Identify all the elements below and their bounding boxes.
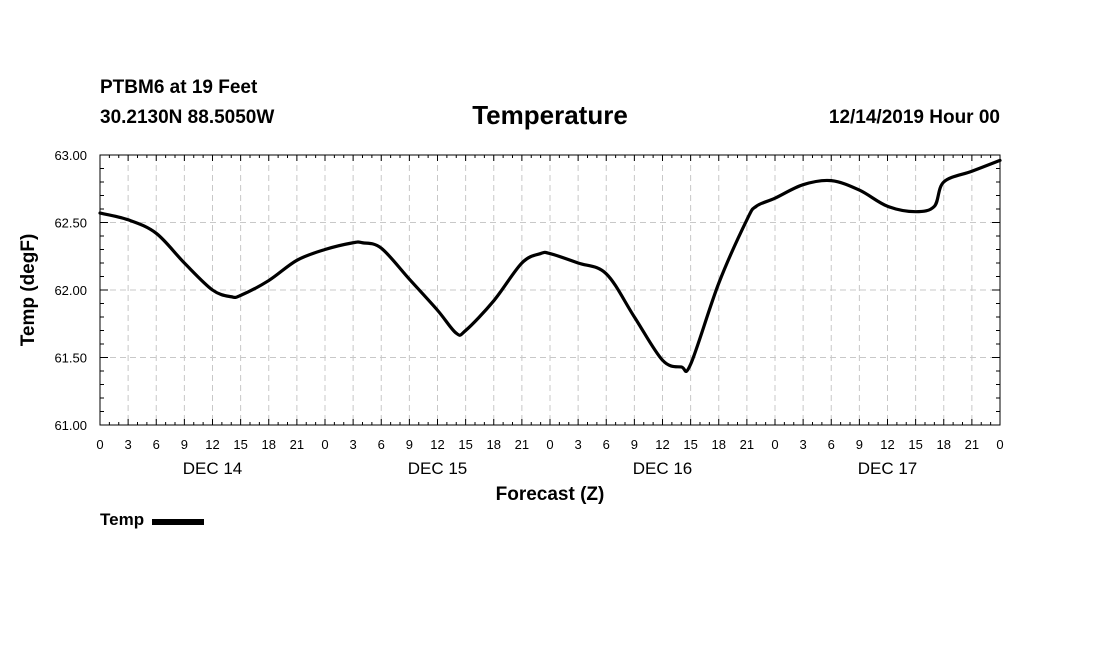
x-tick-label: 12 <box>430 437 444 452</box>
x-tick-label: 3 <box>800 437 807 452</box>
legend-label: Temp <box>100 510 145 529</box>
grid-lines <box>100 155 1000 425</box>
x-tick-label: 0 <box>996 437 1003 452</box>
x-tick-label: 9 <box>406 437 413 452</box>
day-label: DEC 16 <box>633 459 693 478</box>
x-tick-label: 21 <box>290 437 304 452</box>
x-tick-label: 3 <box>125 437 132 452</box>
y-tick-label: 61.50 <box>54 351 87 366</box>
x-tick-label: 3 <box>575 437 582 452</box>
x-tick-label: 0 <box>96 437 103 452</box>
day-labels: DEC 14 DEC 15 DEC 16 DEC 17 <box>183 459 918 478</box>
chart-title: Temperature <box>472 100 628 130</box>
x-tick-label: 0 <box>771 437 778 452</box>
y-axis-title: Temp (degF) <box>18 234 39 347</box>
day-label: DEC 15 <box>408 459 468 478</box>
coordinates-label: 30.2130N 88.5050W <box>100 107 275 128</box>
x-tick-label: 18 <box>487 437 501 452</box>
x-tick-label: 9 <box>856 437 863 452</box>
x-tick-label: 18 <box>262 437 276 452</box>
x-tick-label: 9 <box>631 437 638 452</box>
x-tick-label: 12 <box>880 437 894 452</box>
day-label: DEC 17 <box>858 459 918 478</box>
y-tick-label: 63.00 <box>54 148 87 163</box>
legend-swatch-temp <box>152 518 205 525</box>
y-tick-label: 62.50 <box>54 216 87 231</box>
x-tick-label: 6 <box>603 437 610 452</box>
series-group <box>98 158 1002 374</box>
x-tick-label: 18 <box>712 437 726 452</box>
x-tick-label: 6 <box>828 437 835 452</box>
x-tick-label: 15 <box>908 437 922 452</box>
x-tick-label: 12 <box>205 437 219 452</box>
x-axis-title: Forecast (Z) <box>496 484 605 505</box>
x-tick-label: 21 <box>515 437 529 452</box>
axis-ticks <box>99 154 1001 426</box>
x-tick-label: 15 <box>233 437 247 452</box>
x-tick-label: 0 <box>546 437 553 452</box>
x-tick-label: 21 <box>965 437 979 452</box>
legend: Temp <box>100 510 205 530</box>
y-tick-label: 61.00 <box>54 418 87 433</box>
x-tick-labels: 0 3 6 9 12 15 18 21 0 3 6 9 12 15 18 21 0 3 6 9 12 15 18 21 0 3 6 9… <box>96 437 1003 452</box>
x-tick-label: 6 <box>378 437 385 452</box>
x-tick-label: 0 <box>321 437 328 452</box>
x-tick-label: 18 <box>937 437 951 452</box>
x-tick-label: 15 <box>458 437 472 452</box>
x-tick-label: 15 <box>683 437 697 452</box>
x-tick-label: 12 <box>655 437 669 452</box>
x-tick-label: 6 <box>153 437 160 452</box>
x-tick-label: 9 <box>181 437 188 452</box>
y-tick-labels: 61.00 61.50 62.00 62.50 63.00 <box>54 148 87 433</box>
issue-time-label: 12/14/2019 Hour 00 <box>828 107 1000 128</box>
y-tick-label: 62.00 <box>54 283 87 298</box>
day-label: DEC 14 <box>183 459 243 478</box>
series-line-temp <box>98 158 1002 374</box>
x-tick-label: 3 <box>350 437 357 452</box>
station-label: PTBM6 at 19 Feet <box>100 77 258 98</box>
x-tick-label: 21 <box>740 437 754 452</box>
